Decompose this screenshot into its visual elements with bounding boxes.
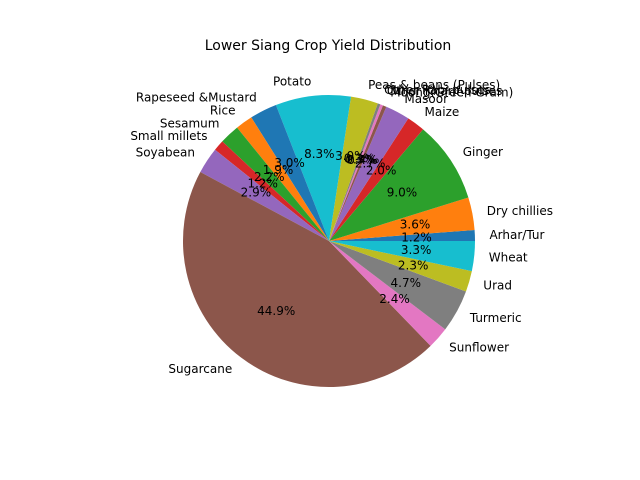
pie-slice-turmeric — [329, 241, 466, 330]
slice-label-rice: Rice — [210, 103, 236, 117]
slice-label-sugarcane: Sugarcane — [168, 362, 232, 376]
slice-label-other-rabi-pulses: Other Rabi pulses — [384, 83, 491, 97]
percent-labels: 1.2%3.6%9.0%2.0%2.7%0.4%0.3%0.3%3.0%8.3%… — [241, 147, 432, 318]
percent-label-turmeric: 4.7% — [391, 276, 422, 290]
percent-label-urad: 2.3% — [398, 258, 429, 272]
pie-slice-other-rabi-pulses — [329, 103, 381, 241]
slice-label-maize: Maize — [425, 105, 460, 119]
pie-slice-sunflower — [329, 241, 446, 346]
pie-slice-urad — [329, 241, 472, 292]
slice-label-masoor: Masoor — [404, 92, 448, 106]
pie-slice-masoor — [329, 106, 409, 242]
slice-label-other-kharif-pulses: Other Kharif pulses — [387, 84, 502, 98]
pie-slice-soyabean — [200, 149, 329, 241]
percent-label-maize: 2.0% — [366, 164, 397, 178]
percent-label-arhar-tur: 1.2% — [401, 231, 432, 245]
percent-label-potato: 8.3% — [304, 147, 335, 161]
percent-label-rapeseed-mustard: 3.0% — [274, 156, 305, 170]
percent-label-masoor: 2.7% — [355, 157, 386, 171]
pie-slice-maize — [329, 118, 424, 241]
percent-label-rice: 1.9% — [263, 163, 294, 177]
pie-slice-moong-green-gram — [329, 105, 387, 241]
pie-slice-arhar-tur — [329, 229, 475, 241]
slice-label-peas-beans-pulses: Peas & beans (Pulses) — [368, 78, 500, 92]
slice-label-sesamum: Sesamum — [160, 117, 220, 131]
percent-label-peas-beans-pulses: 3.0% — [335, 149, 366, 163]
percent-label-small-millets: 1.2% — [247, 177, 278, 191]
slice-label-small-millets: Small millets — [130, 129, 207, 143]
pie-slice-sesamum — [222, 127, 329, 241]
percent-label-other-kharif-pulses: 0.3% — [345, 152, 376, 166]
slice-label-moong-green-gram: Moong(Green Gram) — [390, 86, 513, 100]
slice-label-urad: Urad — [483, 278, 512, 292]
percent-label-soyabean: 2.9% — [241, 186, 272, 200]
pie-slice-potato — [275, 95, 352, 241]
pie-slice-ginger — [329, 129, 469, 241]
percent-label-wheat: 3.3% — [401, 243, 432, 257]
slice-label-potato: Potato — [273, 74, 311, 88]
pie-slice-dry-chillies — [329, 197, 475, 241]
chart-title: Lower Siang Crop Yield Distribution — [205, 38, 452, 54]
percent-label-other-rabi-pulses: 0.3% — [344, 152, 375, 166]
slice-label-sunflower: Sunflower — [449, 341, 509, 355]
slice-label-arhar-tur: Arhar/Tur — [489, 228, 544, 242]
pie-slice-small-millets — [215, 141, 329, 241]
percent-label-sugarcane: 44.9% — [257, 304, 295, 318]
percent-label-ginger: 9.0% — [387, 186, 418, 200]
slice-label-wheat: Wheat — [489, 251, 528, 265]
pie-slice-other-kharif-pulses — [329, 104, 383, 241]
percent-label-dry-chillies: 3.6% — [400, 218, 431, 232]
percent-label-moong-green-gram: 0.4% — [347, 153, 378, 167]
slice-labels: Arhar/Tur Dry chillies Ginger MaizeMasoorMo… — [130, 74, 553, 376]
percent-label-sunflower: 2.4% — [379, 292, 410, 306]
slice-label-dry-chillies: Dry chillies — [487, 204, 553, 218]
pie-slice-rice — [237, 117, 329, 241]
pie-slices — [182, 95, 475, 388]
slice-label-rapeseed-mustard: Rapeseed &Mustard — [136, 91, 257, 105]
slice-label-turmeric: Turmeric — [469, 311, 522, 325]
pie-slice-wheat — [329, 241, 475, 272]
slice-label-soyabean: Soyabean — [136, 146, 195, 160]
pie-slice-rapeseed-mustard — [251, 105, 329, 241]
pie-slice-sugarcane — [182, 172, 431, 388]
percent-label-sesamum: 2.2% — [254, 170, 285, 184]
slice-label-ginger: Ginger — [463, 145, 503, 159]
pie-slice-peas-beans-pulses — [329, 96, 378, 241]
